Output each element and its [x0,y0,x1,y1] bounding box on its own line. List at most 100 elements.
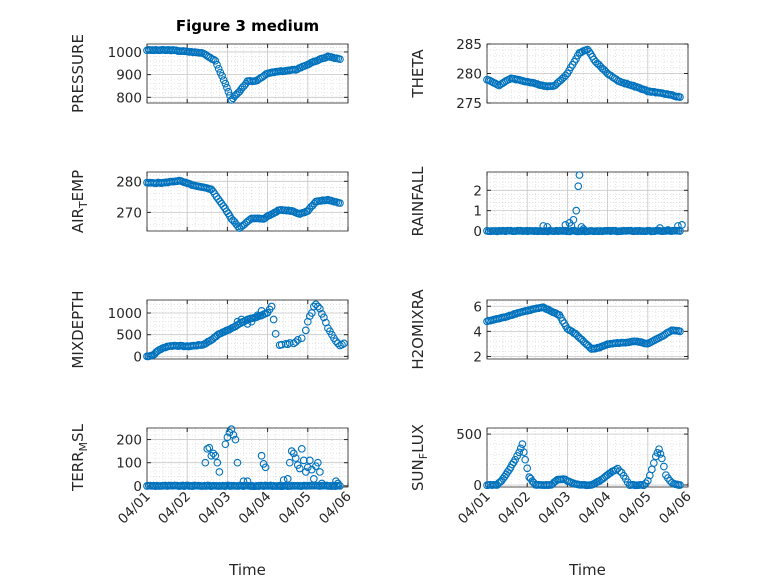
y-tick-label: 1000 [108,45,142,61]
y-tick-label: 900 [116,68,142,84]
data-point [658,454,666,463]
data-point [299,456,308,465]
data-point [324,481,332,490]
y-tick-label: 2 [473,349,482,365]
data-point [234,222,242,231]
data-point [676,327,684,336]
y-axis-label: PRESSURE [69,34,87,113]
panel-mixdepth: 0 500 1000 MIXDEPTH [69,290,349,369]
y-tick-label: 800 [116,90,142,106]
data-point [575,171,584,179]
data-point [215,468,224,476]
data-point [664,226,672,234]
data-point [205,443,214,452]
data-point [334,479,342,488]
data-point [297,334,306,343]
data-point [314,458,322,467]
data-point [655,445,663,454]
y-tick-label: 200 [116,433,142,449]
data-point [318,310,326,318]
y-axis-label: SUNFLUX [409,424,430,491]
data-point [615,467,624,475]
data-point [676,93,684,101]
data-point [660,462,668,471]
data-point [678,221,686,229]
y-axis-label: RAINFALL [409,166,427,237]
data-point [518,440,527,448]
y-tick-label: 1 [473,204,482,220]
data-point [511,455,519,464]
y-label-part: AIR [69,208,87,233]
data-point [283,475,292,483]
y-tick-label: 280 [116,174,142,190]
data-point [332,477,340,486]
data-point [233,458,242,467]
panel-pressure: 800 900 1000 PRESSURE Figure 3 medium [69,17,349,113]
y-label-part: TERR [69,451,87,492]
data-point [275,481,284,490]
data-point [291,454,300,462]
data-point [611,466,620,474]
data-point [231,435,240,444]
data-point [336,199,344,207]
y-label-part: SUN [409,459,427,491]
y-tick-label: 285 [456,37,482,53]
y-label-part: SL [69,423,87,442]
axes-box [486,299,689,360]
data-point [267,302,276,311]
x-axis-label: Time [228,561,266,579]
data-point [218,72,226,80]
y-label-part: EMP [69,170,87,201]
panel-air-temp: 270 280 AIRTEMP [69,170,349,233]
data-point [213,60,221,69]
data-point [322,318,330,327]
y-axis-label: AIRTEMP [69,170,90,233]
y-tick-label: 0 [473,224,482,240]
data-point [295,464,304,473]
data-point [656,224,664,232]
data-point [224,87,233,96]
data-point [523,464,532,473]
data-point [243,477,252,486]
y-tick-label: 500 [116,328,142,344]
data-point [539,222,548,230]
data-point [338,340,346,349]
data-point [271,329,280,338]
data-point [213,458,222,467]
data-point [221,79,230,88]
y-tick-label: 100 [116,456,142,472]
data-point [201,458,210,467]
chart-title: Figure 3 medium [176,17,319,35]
data-point [287,447,296,455]
data-point [309,302,318,311]
data-point [613,464,622,473]
y-axis-label: H2OMIXRA [409,289,427,370]
y-axis-label: THETA [409,49,427,99]
data-point [643,476,652,485]
y-label-part: LUX [409,424,427,453]
data-point [277,340,286,349]
y-label-subscript: M [77,442,90,452]
y-label-subscript: F [417,453,430,459]
data-point [330,334,338,343]
data-point [579,225,588,233]
data-point [303,463,312,472]
data-point [209,449,218,458]
data-point [211,451,220,460]
data-point [209,55,218,64]
data-point [649,459,658,467]
data-point [674,222,682,230]
data-point [293,336,302,344]
data-point [519,448,528,457]
y-tick-label: 0 [473,478,482,494]
data-point [336,55,344,64]
data-point [257,451,266,460]
y-axis-label: MIXDEPTH [69,290,87,368]
y-tick-label: 280 [456,67,482,83]
y-tick-label: 0 [133,479,142,495]
data-point [574,182,583,191]
panel-h2omixra: 2 4 6 H2OMIXRA [409,289,689,370]
data-point [211,56,220,65]
data-point [543,223,552,231]
